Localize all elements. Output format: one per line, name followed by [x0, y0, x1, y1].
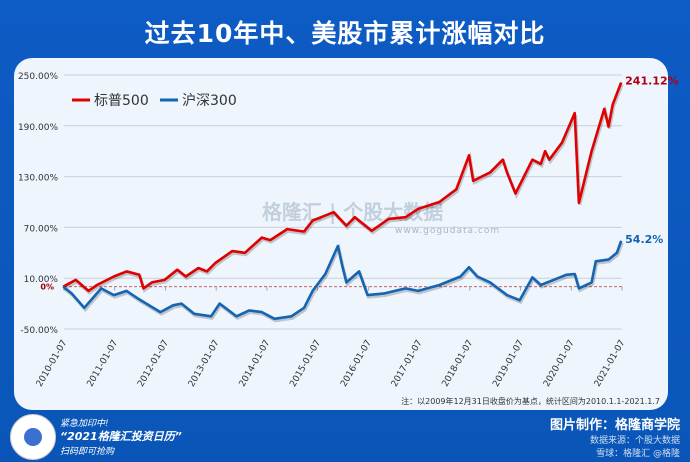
promo-line3: 扫码即可抢购 [60, 447, 115, 457]
promo-line1: 紧急加印中! [60, 419, 109, 429]
page-title: 过去10年中、美股市累计涨幅对比 [144, 19, 546, 48]
y-tick-label: 70.00% [24, 224, 59, 234]
x-tick-label: 2020-01-07 [542, 339, 577, 389]
series-line-sp500 [62, 82, 623, 293]
zero-label: 0% [40, 283, 54, 292]
chart-note: 注：以2009年12月31日收盘价为基点，统计区间为2010.1.1-2021.… [401, 397, 660, 406]
image-credit: 图片制作：格隆商学院 [549, 418, 680, 433]
series-line-csi300 [62, 240, 623, 321]
y-tick-label: 10.00% [24, 275, 59, 285]
x-tick-label: 2013-01-07 [187, 339, 222, 389]
watermark-url: www.gogudata.com [395, 226, 501, 236]
y-tick-label: 190.00% [18, 123, 58, 133]
x-tick-label: 2011-01-07 [86, 339, 121, 389]
y-tick-label: 250.00% [18, 72, 58, 82]
legend-label: 沪深300 [182, 93, 237, 109]
x-tick-label: 2010-01-07 [35, 339, 70, 389]
x-tick-label: 2012-01-07 [136, 339, 171, 389]
social-watermark: 雪球：格隆汇 @格隆 [596, 449, 680, 459]
x-tick-label: 2018-01-07 [441, 339, 476, 389]
series-shadow [63, 242, 624, 323]
end-label: 241.12% [625, 75, 678, 88]
qr-code-icon[interactable] [10, 414, 56, 460]
x-tick-label: 2014-01-07 [238, 339, 273, 389]
x-tick-label: 2017-01-07 [390, 339, 425, 389]
x-tick-label: 2015-01-07 [288, 339, 323, 389]
data-credit: 数据来源：个股大数据 [589, 436, 680, 446]
x-tick-label: 2019-01-07 [491, 339, 526, 389]
promo-line2: “2021格隆汇投资日历” [60, 430, 182, 443]
end-label: 54.2% [625, 233, 663, 246]
chart-panel [14, 58, 668, 410]
y-tick-label: -50.00% [20, 326, 58, 336]
credits: 图片制作：格隆商学院 数据来源：个股大数据 雪球：格隆汇 @格隆 [550, 414, 680, 459]
y-tick-label: 130.00% [18, 174, 58, 184]
x-tick-label: 2016-01-07 [339, 339, 374, 389]
legend-label: 标普500 [94, 93, 149, 109]
x-tick-label: 2021-01-07 [593, 339, 628, 389]
